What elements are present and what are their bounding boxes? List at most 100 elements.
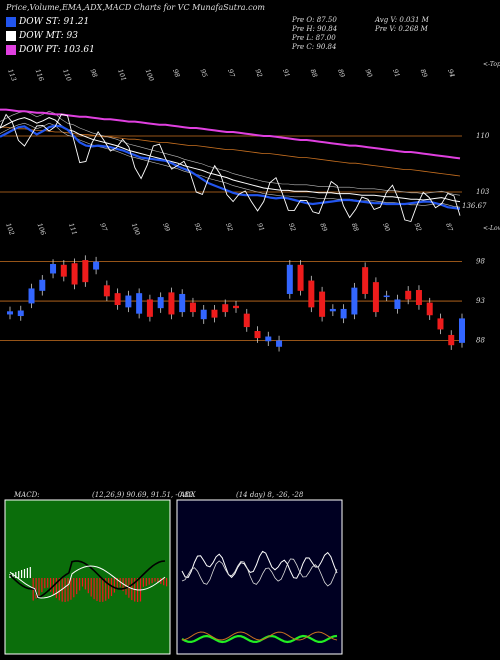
tops-label: 89 bbox=[336, 68, 346, 79]
mid-right-label: 98 bbox=[476, 258, 485, 266]
candle-body bbox=[362, 267, 369, 294]
tops-label: 95 bbox=[199, 68, 209, 79]
candle-body bbox=[233, 305, 239, 309]
lows-label: 97 bbox=[98, 222, 109, 233]
prev-high: Pre H: 90.84 bbox=[292, 25, 338, 33]
avg-volume: Avg V: 0.031 M bbox=[375, 16, 429, 24]
candle-body bbox=[93, 261, 100, 270]
lows-label: 100 bbox=[130, 222, 142, 236]
candle-body bbox=[394, 299, 401, 309]
legend-item-pt: DOW PT: 103.61 bbox=[6, 44, 95, 56]
candle-body bbox=[437, 318, 444, 330]
candle-body bbox=[39, 279, 46, 291]
lows-label: 102 bbox=[4, 222, 16, 236]
candle-body bbox=[179, 293, 186, 313]
tops-label: 88 bbox=[309, 68, 319, 79]
lows-label: 88 bbox=[350, 222, 360, 233]
candle-body bbox=[415, 290, 422, 305]
tops-label: 89 bbox=[419, 68, 429, 79]
legend-item-mt: DOW MT: 93 bbox=[6, 30, 78, 42]
candle-body bbox=[276, 340, 283, 347]
candle-body bbox=[82, 260, 89, 283]
mid-right-label: 93 bbox=[476, 297, 485, 305]
ema-mt-line bbox=[0, 117, 461, 203]
candle-body bbox=[254, 331, 261, 339]
adx-panel bbox=[176, 499, 343, 655]
candle-body bbox=[103, 285, 110, 297]
candle-body bbox=[146, 299, 153, 317]
candle-body bbox=[426, 302, 433, 316]
top-right-label: 103 bbox=[476, 188, 490, 196]
lows-label: 92 bbox=[413, 222, 423, 233]
tops-label: 97 bbox=[226, 68, 237, 79]
tops-label: 113 bbox=[6, 68, 18, 82]
candle-body bbox=[211, 309, 218, 318]
candle-body bbox=[265, 336, 272, 342]
candle-body bbox=[125, 295, 132, 308]
legend-swatch-st bbox=[6, 17, 16, 27]
chart-header-title: Price,Volume,EMA,ADX,MACD Charts for VC … bbox=[6, 3, 265, 12]
lows-label: 90 bbox=[381, 222, 391, 233]
ema-envelope-upper bbox=[0, 110, 461, 196]
candle-body bbox=[157, 297, 164, 309]
lows-tag: <-Lows bbox=[483, 225, 500, 232]
prev-close: Pre C: 90.84 bbox=[292, 43, 337, 51]
tops-label: 98 bbox=[171, 68, 181, 79]
legend-item-st: DOW ST: 91.21 bbox=[6, 16, 89, 28]
lows-label: 91 bbox=[256, 222, 266, 233]
candle-body bbox=[383, 295, 390, 298]
macd-label: MACD: bbox=[14, 491, 40, 499]
tops-tag: <-Tops bbox=[483, 61, 500, 68]
ema-st-line bbox=[0, 124, 461, 210]
tops-label: 110 bbox=[61, 68, 73, 82]
candle-body bbox=[28, 288, 35, 304]
candle-body bbox=[71, 263, 78, 285]
candle-body bbox=[200, 309, 207, 320]
macd-panel bbox=[4, 499, 171, 655]
top-right-label: 110 bbox=[476, 132, 490, 140]
candle-body bbox=[405, 290, 412, 300]
candle-body bbox=[189, 302, 196, 313]
adx-di-minus-line bbox=[181, 558, 338, 587]
tops-label: 91 bbox=[391, 68, 401, 79]
candle-body bbox=[222, 304, 229, 313]
price-line bbox=[0, 113, 461, 223]
candle-body bbox=[459, 318, 465, 343]
candle-body bbox=[136, 293, 143, 314]
adx-params: (14 day) 8, -26, -28 bbox=[236, 491, 304, 499]
candle-body bbox=[329, 308, 336, 312]
adx-di-plus-line bbox=[181, 550, 338, 579]
lows-label: 92 bbox=[224, 222, 234, 233]
lows-label: 106 bbox=[36, 222, 48, 236]
tops-label: 98 bbox=[89, 68, 99, 79]
lows-label: 92 bbox=[287, 222, 297, 233]
lows-label: 87 bbox=[444, 222, 455, 233]
candle-body bbox=[297, 264, 304, 291]
macd-params: (12,26,9) 90.69, 91.51, -0.82 bbox=[92, 491, 194, 499]
legend-label-st: DOW ST: 91.21 bbox=[19, 17, 90, 27]
candle-body bbox=[340, 308, 347, 319]
adx-label: ADX bbox=[180, 491, 196, 499]
lows-label: 92 bbox=[193, 222, 203, 233]
prev-low: Pre L: 87.00 bbox=[292, 34, 336, 42]
lows-label: 89 bbox=[318, 222, 328, 233]
tops-label: 92 bbox=[254, 68, 264, 79]
tops-label: 94 bbox=[446, 68, 456, 79]
candle-body bbox=[168, 292, 175, 315]
tops-label: 90 bbox=[364, 68, 374, 79]
lows-label: 111 bbox=[67, 222, 79, 236]
prev-open: Pre O: 87.50 bbox=[292, 16, 337, 24]
candle-body bbox=[60, 264, 67, 277]
adx-aux-line bbox=[181, 631, 338, 641]
candle-body bbox=[372, 282, 379, 313]
legend-swatch-mt bbox=[6, 31, 16, 41]
candle-body bbox=[351, 287, 358, 315]
candle-body bbox=[286, 264, 293, 294]
candle-body bbox=[7, 311, 13, 315]
adx-line bbox=[181, 634, 338, 644]
candle-body bbox=[308, 280, 315, 308]
macd-signal-line bbox=[9, 565, 166, 599]
mid-right-label: 88 bbox=[476, 336, 485, 344]
candle-body bbox=[448, 334, 455, 346]
